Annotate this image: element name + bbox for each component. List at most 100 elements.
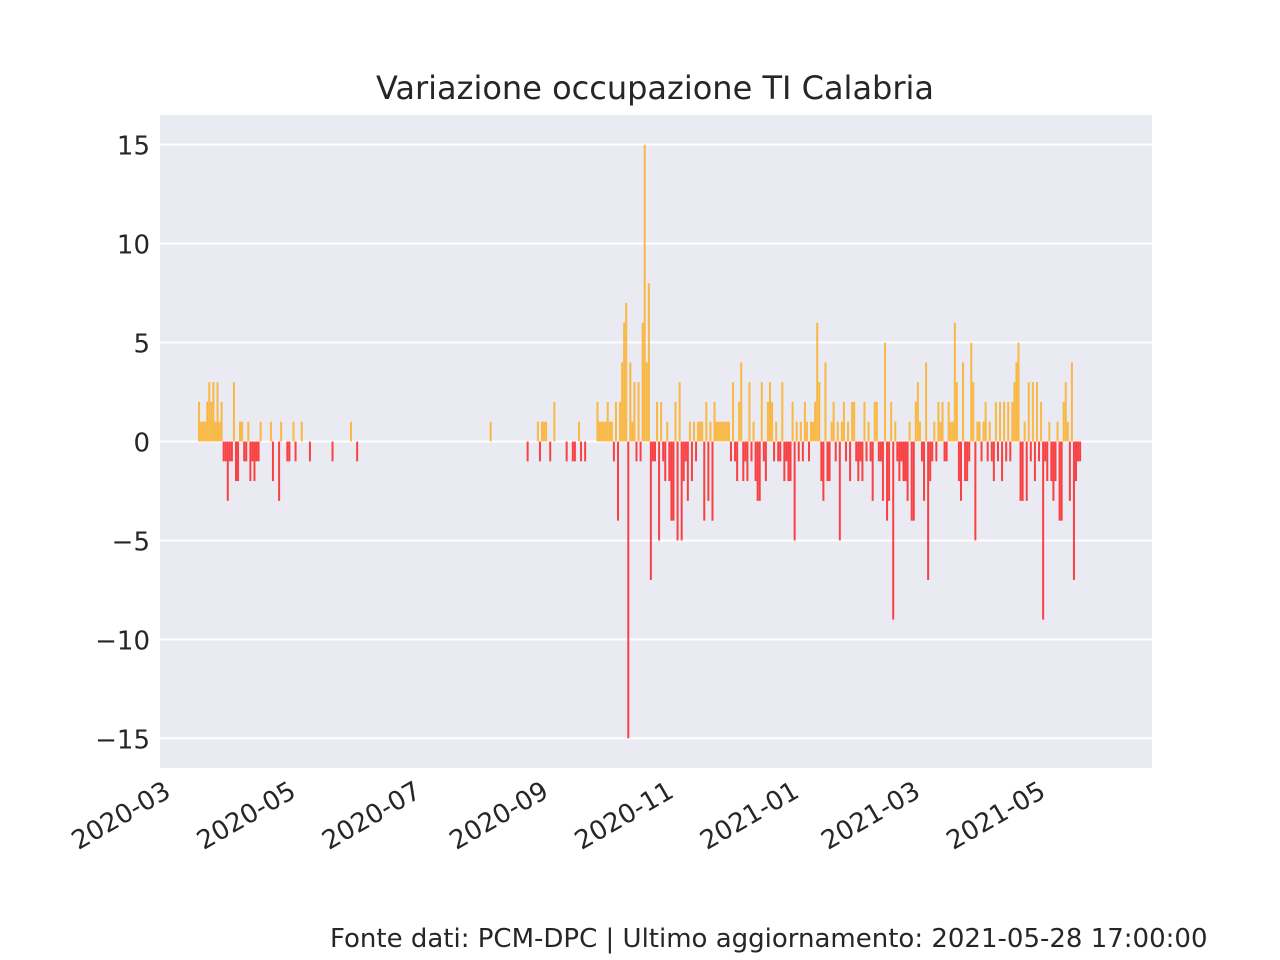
bar <box>820 441 823 482</box>
bar <box>271 441 274 482</box>
bar <box>489 421 492 442</box>
bar <box>220 401 223 442</box>
bar <box>914 401 917 442</box>
bar <box>1068 441 1071 501</box>
bar <box>1060 441 1063 521</box>
bar <box>717 421 720 442</box>
bar <box>894 421 897 442</box>
bar <box>695 441 698 462</box>
bar <box>1056 421 1059 442</box>
bar <box>795 421 798 442</box>
bar <box>249 441 252 482</box>
bar <box>245 441 248 462</box>
bar <box>1013 382 1016 442</box>
bar <box>974 441 977 541</box>
bar <box>1035 382 1038 442</box>
bar-chart: Variazione occupazione TI Calabria 15 10 5… <box>67 69 1152 856</box>
bar <box>641 322 644 442</box>
bar <box>752 421 755 442</box>
bar <box>740 362 743 442</box>
bar <box>278 441 281 501</box>
bar <box>847 421 850 442</box>
bar <box>953 322 956 442</box>
bar <box>834 441 837 462</box>
bar <box>356 441 359 462</box>
bar <box>216 382 219 442</box>
bar <box>692 421 695 442</box>
bar <box>738 401 741 442</box>
bar <box>723 421 726 442</box>
bar <box>1011 401 1014 442</box>
bar <box>968 441 971 462</box>
bar <box>1003 401 1006 442</box>
bar <box>639 441 642 462</box>
y-tick-label: −5 <box>112 527 150 557</box>
bar <box>701 421 704 442</box>
bar <box>237 441 240 482</box>
bar <box>198 401 201 442</box>
bar <box>1031 382 1034 442</box>
y-axis-ticks: 15 10 5 0 −5 −10 −15 <box>95 132 150 756</box>
bar <box>764 441 767 482</box>
bar <box>999 401 1002 442</box>
y-tick-label: 10 <box>117 231 150 261</box>
bar <box>678 382 681 442</box>
bar <box>808 441 811 462</box>
bar <box>853 401 856 442</box>
bar <box>619 401 622 442</box>
bar <box>959 441 962 501</box>
bar <box>1044 441 1047 462</box>
bar <box>1054 441 1057 482</box>
bar <box>1001 441 1004 482</box>
bar <box>879 441 882 462</box>
bar <box>992 441 995 482</box>
bar <box>742 441 745 482</box>
bar <box>857 441 860 482</box>
bar <box>212 382 215 442</box>
bar <box>719 421 722 442</box>
bar <box>1064 382 1067 442</box>
bar <box>206 401 209 442</box>
bar <box>873 401 876 442</box>
bar <box>596 401 599 442</box>
bar <box>247 421 250 442</box>
bar <box>1038 441 1041 462</box>
x-tick-label: 2021-01 <box>695 776 804 856</box>
bar <box>777 441 780 462</box>
bar <box>951 421 954 442</box>
bar <box>896 441 899 462</box>
bar <box>573 441 576 462</box>
x-tick-label: 2020-11 <box>570 776 679 856</box>
bar <box>300 421 303 442</box>
bar <box>577 421 580 442</box>
bar <box>1077 441 1080 462</box>
bar <box>703 441 706 521</box>
bar <box>1029 441 1032 462</box>
bar <box>584 441 587 462</box>
bar <box>859 441 862 462</box>
bar <box>604 421 607 442</box>
bar <box>925 362 928 442</box>
bar <box>871 441 874 501</box>
bar <box>816 322 819 442</box>
bar <box>875 401 878 442</box>
bar <box>888 441 891 501</box>
bar <box>1027 382 1030 442</box>
bar <box>645 362 648 442</box>
bar <box>608 421 611 442</box>
bar <box>939 421 942 442</box>
bar <box>912 441 915 521</box>
bar <box>257 441 260 462</box>
chart-title: Variazione occupazione TI Calabria <box>376 69 934 107</box>
bar <box>762 441 765 462</box>
bar <box>766 401 769 442</box>
bar <box>986 441 989 462</box>
bar <box>978 421 981 442</box>
bar <box>707 441 710 501</box>
bar <box>994 401 997 442</box>
bar <box>867 421 870 442</box>
bar <box>736 441 739 482</box>
bar <box>886 441 889 521</box>
bar <box>255 441 258 462</box>
bar <box>822 441 825 501</box>
